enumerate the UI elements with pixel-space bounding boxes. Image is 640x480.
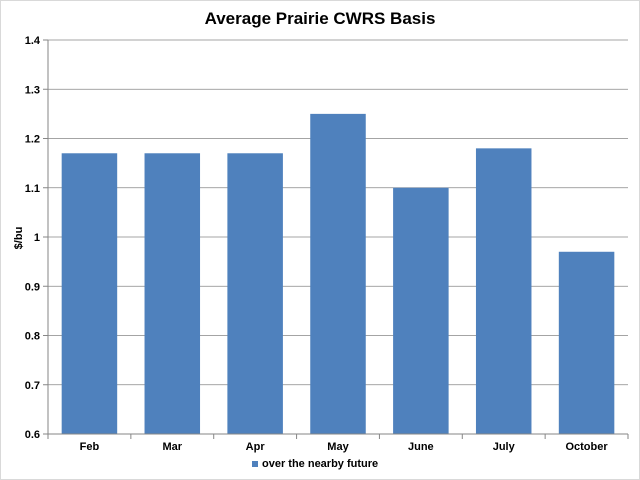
bar-may [310,113,366,434]
y-tick-label: 0.6 [25,429,40,441]
bar-feb [61,153,118,434]
x-tick-label: May [327,441,349,453]
bar-july [475,148,532,434]
x-tick-label: Mar [163,441,183,453]
y-axis-label: $/bu [13,227,25,250]
y-tick-label: 0.7 [25,380,40,392]
y-tick-label: 1.1 [25,183,40,195]
y-axis-ticks: 0.6 0.7 0.8 0.9 1 1.1 1.2 1.3 1.4 [25,35,48,441]
x-tick-label: Apr [246,441,266,453]
chart-title: Average Prairie CWRS Basis [205,9,436,28]
x-tick-label: June [408,441,434,453]
y-tick-label: 0.9 [25,281,40,293]
legend: over the nearby future [252,458,378,470]
y-tick-label: 1.4 [25,35,41,47]
x-axis-ticks: Feb Mar Apr May June July October [47,434,629,453]
x-tick-label: Feb [80,441,100,453]
bar-june [393,187,449,434]
x-tick-label: October [565,441,608,453]
legend-swatch [252,461,258,467]
legend-label: over the nearby future [262,458,378,470]
bars [61,113,615,434]
bar-mar [144,153,201,434]
y-tick-label: 1.3 [25,84,40,96]
x-tick-label: July [493,441,516,453]
bar-october [558,251,615,434]
y-tick-label: 0.8 [25,331,40,343]
bar-apr [227,153,283,434]
y-tick-label: 1 [34,232,40,244]
y-tick-label: 1.2 [25,134,40,146]
